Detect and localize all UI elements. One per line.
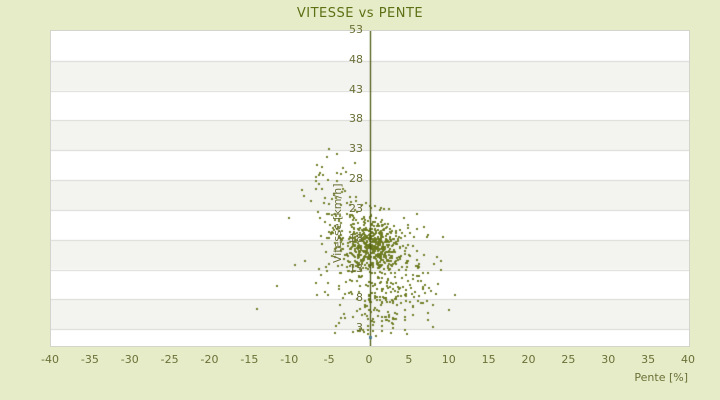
x-tick-label: -5: [323, 353, 335, 366]
y-tick-label: 33: [349, 142, 363, 156]
x-tick-label: 15: [481, 353, 496, 366]
x-tick-label: 25: [561, 353, 576, 366]
y-tick-label: 48: [349, 52, 363, 66]
y-axis-title: Vitesse [km/h]: [331, 183, 344, 263]
plot-area: [50, 30, 690, 347]
x-tick-label: 0: [365, 353, 373, 366]
x-tick-label: 35: [641, 353, 656, 366]
x-tick-label: 20: [521, 353, 536, 366]
x-tick-label: 10: [441, 353, 456, 366]
y-tick-label: 13: [349, 261, 363, 275]
y-tick-label: 38: [349, 112, 363, 126]
x-tick-label: -15: [240, 353, 259, 366]
y-tick-label: 3: [356, 321, 363, 335]
x-tick-label: -40: [41, 353, 59, 366]
scatter-canvas: [51, 31, 689, 346]
x-tick-label: -30: [120, 353, 139, 366]
x-axis-title: Pente [%]: [634, 371, 688, 384]
x-tick-label: 40: [681, 353, 695, 366]
y-tick-label: 53: [349, 23, 363, 36]
x-tick-label: 30: [601, 353, 616, 366]
x-tick-label: 5: [405, 353, 413, 366]
y-tick-label: 8: [356, 291, 363, 305]
y-tick-label: 43: [349, 82, 363, 96]
x-tick-label: -25: [160, 353, 179, 366]
y-tick-label: 18: [349, 231, 363, 245]
x-tick-label: -20: [200, 353, 219, 366]
y-tick-label: 23: [349, 201, 363, 215]
chart-title: VITESSE vs PENTE: [296, 6, 424, 21]
y-tick-label: 28: [349, 172, 363, 186]
x-tick-label: -10: [280, 353, 299, 366]
x-tick-label: -35: [80, 353, 99, 366]
